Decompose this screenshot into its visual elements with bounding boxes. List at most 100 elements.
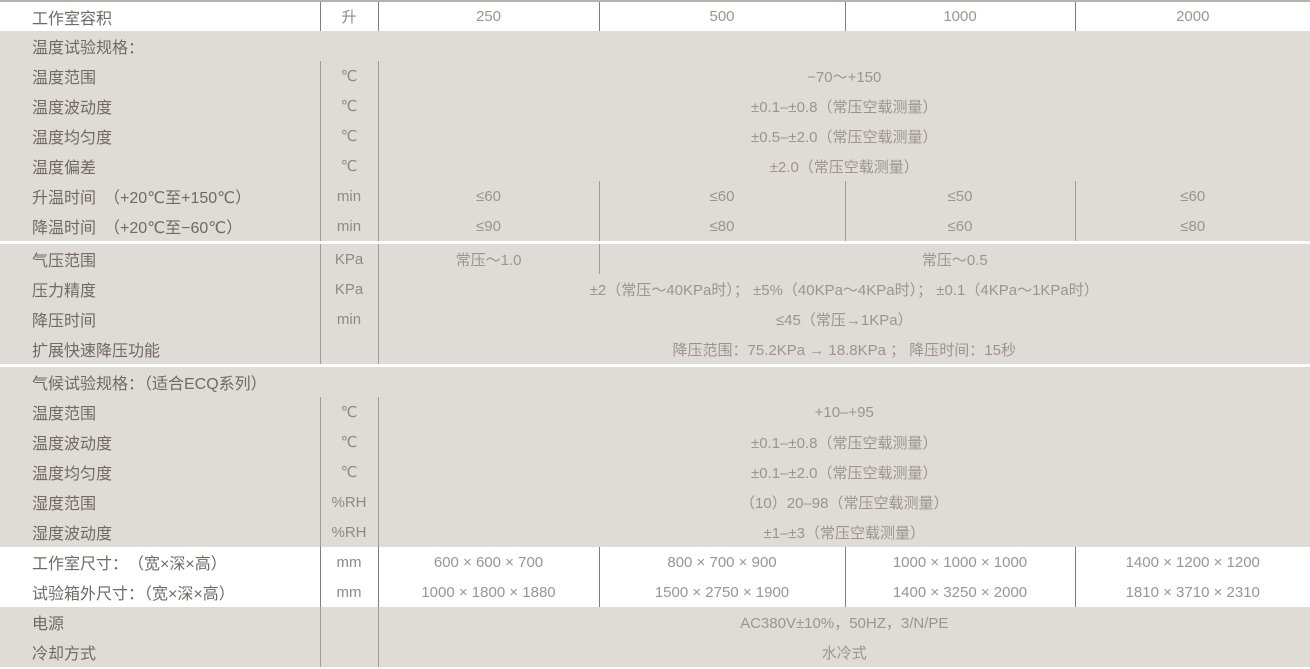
unit-cell: mm <box>320 547 379 577</box>
value-cell: 1500 × 2750 × 1900 <box>599 577 846 607</box>
unit-cell: KPa <box>320 244 379 274</box>
row-label: 湿度范围 <box>0 487 321 517</box>
value-cell: 1810 × 3710 × 2310 <box>1075 577 1310 607</box>
value-cell: ±2（常压～40KPa时）； ±5%（40KPa～4KPa时）； ±0.1（4K… <box>378 274 1310 304</box>
table-row-humidity-fluctuation: 湿度波动度 %RH ±1–±3（常压空载测量） <box>0 517 1310 547</box>
value-cell: 1000 × 1000 × 1000 <box>845 547 1076 577</box>
section-separator <box>0 241 1310 244</box>
value-cell: 1000 <box>845 1 1076 31</box>
row-label: 压力精度 <box>0 274 321 304</box>
row-label: 温度范围 <box>0 61 321 91</box>
unit-cell: min <box>320 181 379 211</box>
row-label: 升温时间 （+20℃至+150℃） <box>0 181 321 211</box>
row-label: 湿度波动度 <box>0 517 321 547</box>
unit-cell: KPa <box>320 274 379 304</box>
value-cell: ≤50 <box>845 181 1076 211</box>
value-cell: 800 × 700 × 900 <box>599 547 846 577</box>
table-row-temp-uniformity: 温度均匀度 ℃ ±0.5–±2.0（常压空载测量） <box>0 121 1310 151</box>
value-cell: 250 <box>378 1 600 31</box>
unit-cell: ℃ <box>320 151 379 181</box>
table-row-heatup-time: 升温时间 （+20℃至+150℃） min ≤60 ≤60 ≤50 ≤60 <box>0 181 1310 211</box>
value-cell: ±1–±3（常压空载测量） <box>378 517 1310 547</box>
unit-cell <box>320 637 379 667</box>
unit-cell: %RH <box>320 487 379 517</box>
value-cell: 500 <box>599 1 846 31</box>
row-label: 工作室尺寸： （宽×深×高） <box>0 547 321 577</box>
unit-cell: ℃ <box>320 427 379 457</box>
table-row-temp-range: 温度范围 ℃ −70～+150 <box>0 61 1310 91</box>
unit-cell: min <box>320 304 379 334</box>
unit-cell: 升 <box>320 1 379 31</box>
row-label: 降温时间 （+20℃至−60℃） <box>0 211 321 241</box>
value-cell: AC380V±10%，50HZ，3/N/PE <box>378 607 1310 637</box>
row-label: 温度波动度 <box>0 91 321 121</box>
table-row-power-supply: 电源 AC380V±10%，50HZ，3/N/PE <box>0 607 1310 637</box>
row-label: 工作室容积 <box>0 1 321 31</box>
row-label: 温度偏差 <box>0 151 321 181</box>
unit-cell <box>320 334 379 364</box>
value-cell: +10–+95 <box>378 397 1310 427</box>
value-cell: −70～+150 <box>378 61 1310 91</box>
unit-cell: %RH <box>320 517 379 547</box>
table-row-cooldown-time: 降温时间 （+20℃至−60℃） min ≤90 ≤80 ≤60 ≤80 <box>0 211 1310 241</box>
section-header-climate: 气候试验规格：（适合ECQ系列） <box>0 367 1310 397</box>
row-label: 温度波动度 <box>0 427 321 457</box>
table-row-rapid-depressurize: 扩展快速降压功能 降压范围：75.2KPa → 18.8KPa ； 降压时间：1… <box>0 334 1310 364</box>
table-row-temp-deviation: 温度偏差 ℃ ±2.0（常压空载测量） <box>0 151 1310 181</box>
value-cell: 水冷式 <box>378 637 1310 667</box>
value-cell: 1400 × 1200 × 1200 <box>1075 547 1310 577</box>
unit-cell: ℃ <box>320 91 379 121</box>
unit-cell: mm <box>320 577 379 607</box>
value-cell: ≤60 <box>1075 181 1310 211</box>
value-cell: ±0.5–±2.0（常压空载测量） <box>378 121 1310 151</box>
section-title: 温度试验规格： <box>0 31 1310 61</box>
value-cell: ≤80 <box>599 211 846 241</box>
table-row-pressure-accuracy: 压力精度 KPa ±2（常压～40KPa时）； ±5%（40KPa～4KPa时）… <box>0 274 1310 304</box>
table-row-climate-temp-fluctuation: 温度波动度 ℃ ±0.1–±0.8（常压空载测量） <box>0 427 1310 457</box>
table-row-chamber-dimensions: 工作室尺寸： （宽×深×高） mm 600 × 600 × 700 800 × … <box>0 547 1310 577</box>
table-row-climate-temp-uniformity: 温度均匀度 ℃ ±0.1–±2.0（常压空载测量） <box>0 457 1310 487</box>
unit-cell: ℃ <box>320 397 379 427</box>
table-row-volume: 工作室容积 升 250 500 1000 2000 <box>0 1 1310 31</box>
table-row-cooling-method: 冷却方式 水冷式 <box>0 637 1310 667</box>
row-label: 试验箱外尺寸：（宽×深×高） <box>0 577 321 607</box>
value-cell: ≤45（常压→1KPa） <box>378 304 1310 334</box>
table-row-external-dimensions: 试验箱外尺寸：（宽×深×高） mm 1000 × 1800 × 1880 150… <box>0 577 1310 607</box>
table-row-pressure-range: 气压范围 KPa 常压～1.0 常压～0.5 <box>0 244 1310 274</box>
value-cell: ±0.1–±0.8（常压空载测量） <box>378 427 1310 457</box>
row-label: 温度均匀度 <box>0 457 321 487</box>
row-label: 冷却方式 <box>0 637 321 667</box>
value-cell: ±0.1–±2.0（常压空载测量） <box>378 457 1310 487</box>
row-label: 温度范围 <box>0 397 321 427</box>
table-row-depressurize-time: 降压时间 min ≤45（常压→1KPa） <box>0 304 1310 334</box>
value-cell: 1400 × 3250 × 2000 <box>845 577 1076 607</box>
section-title: 气候试验规格：（适合ECQ系列） <box>0 367 1310 397</box>
table-row-humidity-range: 湿度范围 %RH （10）20–98（常压空载测量） <box>0 487 1310 517</box>
value-cell: ≤60 <box>845 211 1076 241</box>
unit-cell: ℃ <box>320 121 379 151</box>
value-cell: ≤60 <box>599 181 846 211</box>
value-cell: ±2.0（常压空载测量） <box>378 151 1310 181</box>
value-cell: （10）20–98（常压空载测量） <box>378 487 1310 517</box>
section-header-temperature: 温度试验规格： <box>0 31 1310 61</box>
unit-cell: ℃ <box>320 457 379 487</box>
value-cell: 降压范围：75.2KPa → 18.8KPa ； 降压时间：15秒 <box>378 334 1310 364</box>
value-cell: 600 × 600 × 700 <box>378 547 600 577</box>
value-cell: ≤60 <box>378 181 600 211</box>
value-cell: ≤90 <box>378 211 600 241</box>
value-cell: ≤80 <box>1075 211 1310 241</box>
value-cell: 常压～1.0 <box>378 244 600 274</box>
value-cell: 1000 × 1800 × 1880 <box>378 577 600 607</box>
row-label: 降压时间 <box>0 304 321 334</box>
value-cell: 常压～0.5 <box>599 244 1310 274</box>
row-label: 扩展快速降压功能 <box>0 334 321 364</box>
section-separator <box>0 364 1310 367</box>
unit-cell <box>320 607 379 637</box>
unit-cell: min <box>320 211 379 241</box>
row-label: 气压范围 <box>0 244 321 274</box>
value-cell: ±0.1–±0.8（常压空载测量） <box>378 91 1310 121</box>
value-cell: 2000 <box>1075 1 1310 31</box>
unit-cell: ℃ <box>320 61 379 91</box>
row-label: 温度均匀度 <box>0 121 321 151</box>
